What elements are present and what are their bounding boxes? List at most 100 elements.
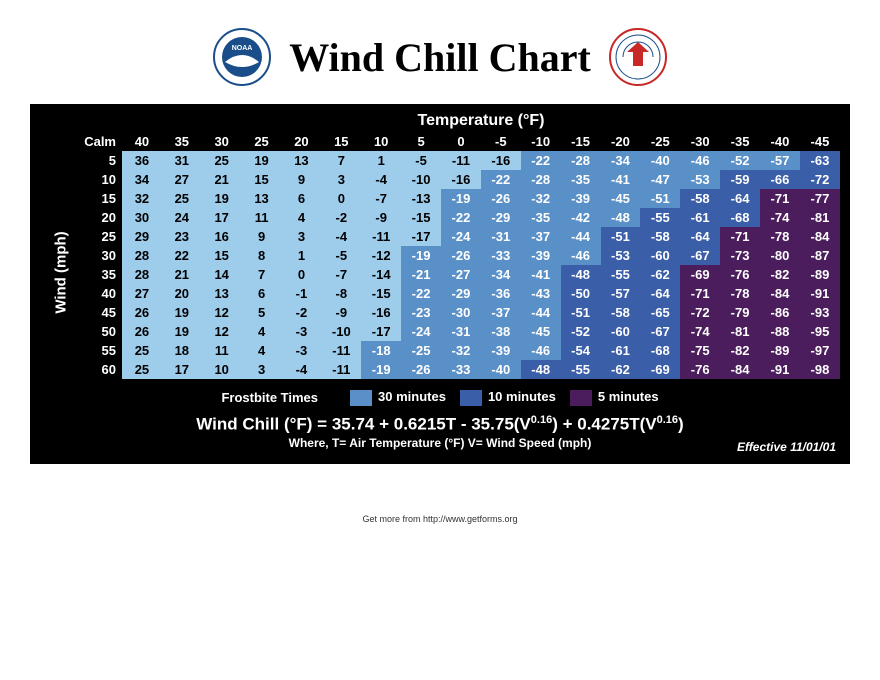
wind-row-head: 20 [80,208,122,227]
chill-cell: -30 [441,303,481,322]
chill-cell: -57 [601,284,641,303]
chill-cell: -67 [680,246,720,265]
chill-cell: -50 [561,284,601,303]
chill-cell: -51 [601,227,641,246]
chill-cell: -58 [640,227,680,246]
temp-col-head: -40 [760,132,800,151]
chill-cell: 27 [162,170,202,189]
chill-cell: -19 [401,246,441,265]
formula: Wind Chill (°F) = 35.74 + 0.6215T - 35.7… [40,414,840,435]
temp-header: Temperature (°F) [122,110,840,132]
chill-cell: -55 [601,265,641,284]
chill-cell: -71 [680,284,720,303]
chill-cell: -40 [640,151,680,170]
chill-cell: -86 [760,303,800,322]
chill-cell: -31 [441,322,481,341]
chill-cell: -64 [720,189,760,208]
wind-row-head: 40 [80,284,122,303]
chill-cell: -53 [601,246,641,265]
chill-cell: 11 [242,208,282,227]
chill-cell: -69 [640,360,680,379]
legend-swatch [350,390,372,406]
chart-container: Wind (mph) Temperature (°F) Calm 4035302… [30,104,850,464]
chill-cell: 4 [242,341,282,360]
temp-col-head: 5 [401,132,441,151]
chill-cell: -9 [361,208,401,227]
chill-cell: -51 [640,189,680,208]
chill-cell: 11 [202,341,242,360]
chill-cell: -32 [441,341,481,360]
chill-cell: -54 [561,341,601,360]
temp-col-head: 40 [122,132,162,151]
chill-cell: -82 [720,341,760,360]
chill-cell: 19 [242,151,282,170]
chill-cell: -74 [680,322,720,341]
chill-cell: 1 [282,246,322,265]
chill-cell: -34 [481,265,521,284]
chill-cell: -17 [361,322,401,341]
chill-cell: -71 [760,189,800,208]
chill-cell: 27 [122,284,162,303]
chill-cell: -37 [481,303,521,322]
chill-cell: -26 [441,246,481,265]
chill-cell: 4 [242,322,282,341]
chill-cell: -33 [441,360,481,379]
chill-cell: -55 [640,208,680,227]
chill-cell: -95 [800,322,840,341]
nws-logo-icon [609,28,667,86]
chill-cell: -44 [521,303,561,322]
chill-cell: 7 [321,151,361,170]
legend-label: 5 minutes [598,389,659,404]
temp-col-head: 0 [441,132,481,151]
chill-cell: 9 [242,227,282,246]
chill-cell: -59 [720,170,760,189]
chill-cell: -36 [481,284,521,303]
temp-col-head: -45 [800,132,840,151]
chill-cell: -58 [601,303,641,322]
chill-cell: -48 [561,265,601,284]
chill-cell: -28 [521,170,561,189]
temp-col-head: 15 [321,132,361,151]
page-title: Wind Chill Chart [289,34,591,81]
chill-cell: -35 [521,208,561,227]
chill-cell: -89 [800,265,840,284]
chill-cell: -61 [601,341,641,360]
chill-cell: -69 [680,265,720,284]
chill-cell: -52 [720,151,760,170]
temp-col-head: 20 [282,132,322,151]
chill-cell: -15 [361,284,401,303]
chill-cell: 13 [242,189,282,208]
temp-col-head: 35 [162,132,202,151]
wind-row-head: 30 [80,246,122,265]
chill-cell: -88 [760,322,800,341]
chill-cell: -8 [321,284,361,303]
chill-cell: -4 [321,227,361,246]
chill-cell: 6 [242,284,282,303]
footer-link[interactable]: Get more from http://www.getforms.org [0,514,880,524]
chill-cell: -35 [561,170,601,189]
chill-cell: -87 [800,246,840,265]
chill-cell: -75 [680,341,720,360]
chill-cell: 13 [282,151,322,170]
wind-row-head: 25 [80,227,122,246]
header: NOAA Wind Chill Chart [0,0,880,104]
calm-label: Calm [80,132,122,151]
chill-cell: -84 [720,360,760,379]
chill-cell: -24 [401,322,441,341]
noaa-logo-icon: NOAA [213,28,271,86]
chill-cell: 0 [321,189,361,208]
chill-cell: 0 [282,265,322,284]
chill-cell: -12 [361,246,401,265]
chill-cell: 19 [162,322,202,341]
chill-cell: 30 [122,208,162,227]
chill-cell: 25 [162,189,202,208]
chill-cell: -80 [760,246,800,265]
chill-cell: -82 [760,265,800,284]
chill-cell: -84 [800,227,840,246]
chill-cell: 29 [122,227,162,246]
chill-cell: -16 [481,151,521,170]
chill-cell: 19 [162,303,202,322]
temp-col-head: -10 [521,132,561,151]
chill-cell: -4 [361,170,401,189]
chill-cell: 25 [202,151,242,170]
